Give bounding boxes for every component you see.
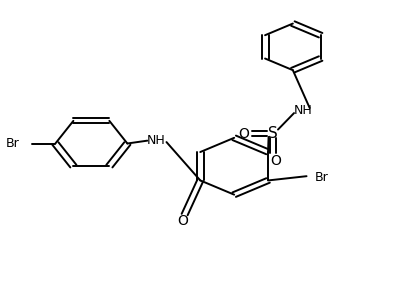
Text: O: O: [177, 214, 188, 228]
Text: NH: NH: [293, 104, 312, 117]
Text: Br: Br: [6, 137, 20, 150]
Text: O: O: [238, 127, 249, 141]
Text: Br: Br: [314, 171, 328, 184]
Text: O: O: [270, 154, 281, 168]
Text: NH: NH: [147, 134, 165, 147]
Text: S: S: [268, 126, 278, 141]
